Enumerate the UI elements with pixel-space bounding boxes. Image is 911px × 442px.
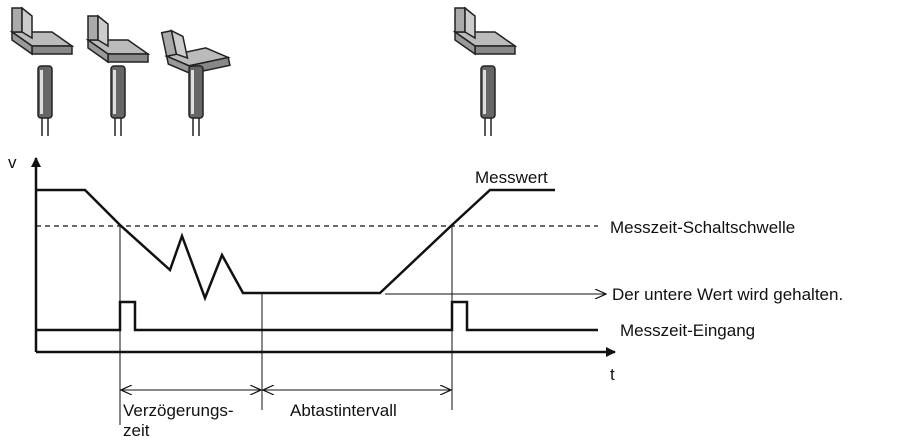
delay-label: Verzögerungs- (123, 401, 234, 420)
measured-curve (36, 188, 555, 302)
hold-label: Der untere Wert wird gehalten. (612, 285, 843, 304)
delay-label: zeit (123, 421, 150, 440)
measured-label: Messwert (475, 168, 548, 187)
icons (11, 7, 516, 137)
x-axis-label: t (610, 365, 615, 384)
axes (31, 157, 616, 357)
y-axis-label: v (8, 153, 17, 172)
sampling-label: Abtastintervall (290, 401, 397, 420)
guides (119, 225, 606, 425)
input-label: Messzeit-Eingang (620, 321, 755, 340)
threshold-label: Messzeit-Schaltschwelle (610, 218, 795, 237)
